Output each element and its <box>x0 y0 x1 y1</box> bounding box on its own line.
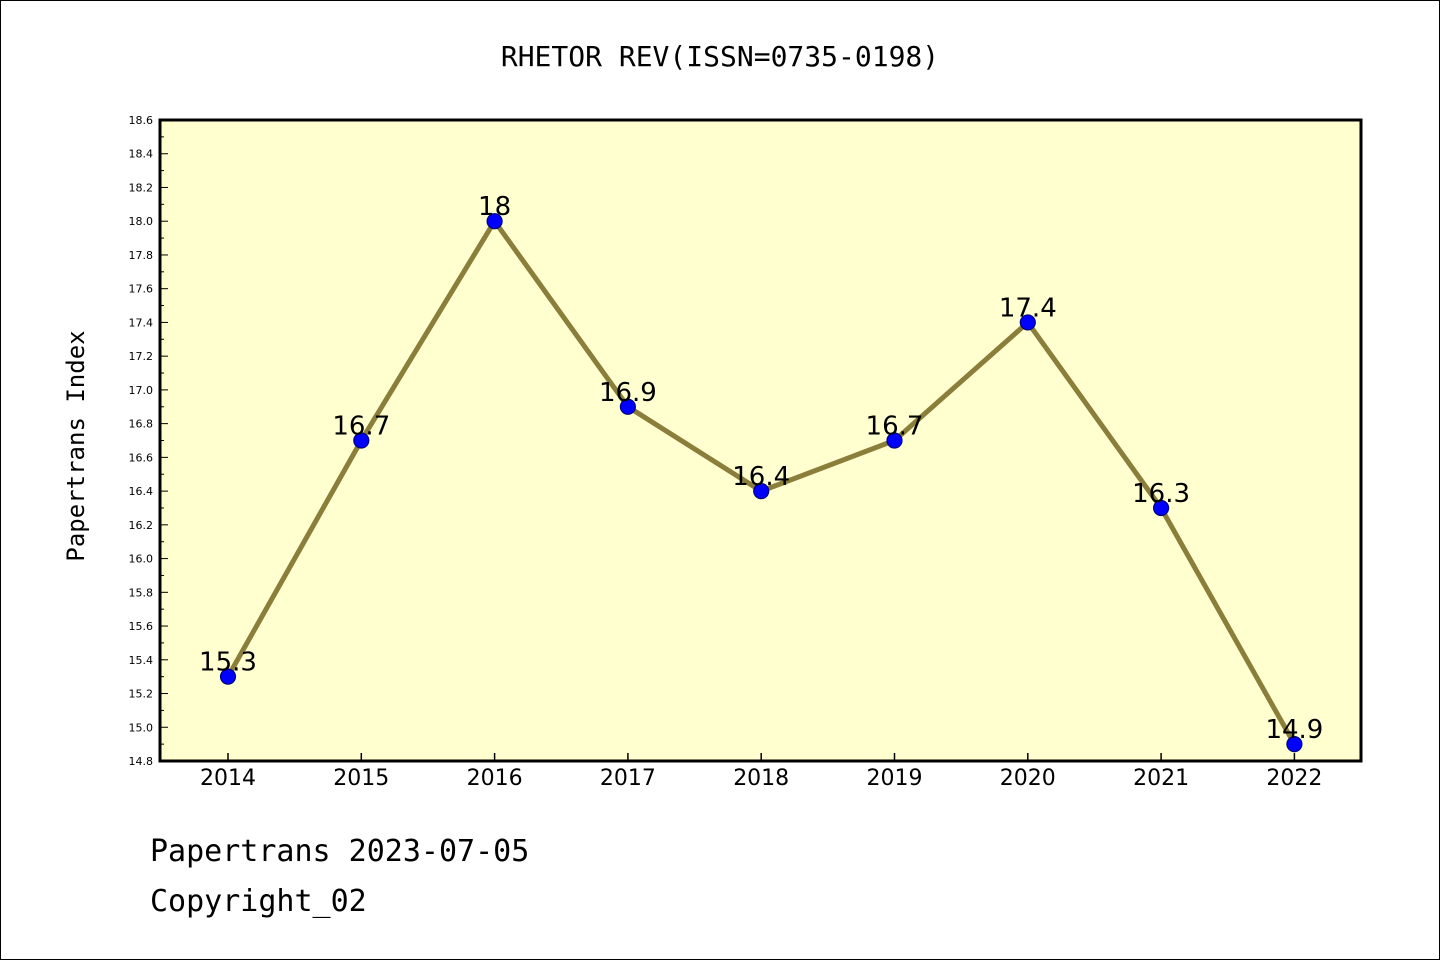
x-tick-label: 2016 <box>467 766 523 791</box>
y-tick-label: 16.4 <box>129 485 154 498</box>
data-point-marker <box>753 483 770 500</box>
data-point-marker <box>1019 314 1036 331</box>
data-point-marker <box>619 398 637 415</box>
data-point-label: 16.9 <box>599 378 657 408</box>
data-point-label: 18 <box>478 192 511 222</box>
x-tick-label: 2022 <box>1266 766 1322 791</box>
data-point-label: 16.7 <box>332 412 390 442</box>
data-point-label: 16.7 <box>866 412 924 442</box>
y-tick-label: 16.0 <box>129 553 154 566</box>
y-tick-label: 16.6 <box>129 451 154 464</box>
x-tick-label: 2021 <box>1133 766 1189 791</box>
series-markers <box>219 213 1303 753</box>
y-tick-label: 15.6 <box>129 620 154 633</box>
data-point-marker <box>353 432 370 449</box>
y-tick-label: 18.6 <box>129 114 154 127</box>
x-tick-label: 2019 <box>867 766 923 791</box>
data-point-marker <box>1286 736 1303 753</box>
footer-date-text: Papertrans 2023-07-05 <box>150 834 530 869</box>
data-point-marker <box>219 668 237 685</box>
data-point-label: 15.3 <box>199 648 257 678</box>
plot-border <box>158 118 1363 763</box>
data-point-marker <box>886 432 903 449</box>
y-tick-label: 16.2 <box>129 519 154 532</box>
data-point-label: 16.4 <box>732 462 790 492</box>
y-tick-label: 15.0 <box>129 721 154 734</box>
y-tick-label: 15.8 <box>129 586 154 599</box>
y-tick-label: 17.4 <box>129 316 154 329</box>
y-tick-label: 17.0 <box>129 384 154 397</box>
data-point-label: 16.3 <box>1132 479 1190 509</box>
y-tick-label: 18.4 <box>129 148 154 161</box>
y-tick-label: 17.8 <box>129 249 154 262</box>
data-point-marker <box>486 213 503 230</box>
y-tick-label: 17.2 <box>129 350 154 363</box>
data-point-label: 17.4 <box>999 293 1057 323</box>
data-labels: 15.3 16.7 18 16.9 16.4 16.7 17.4 16.3 14.9 <box>199 192 1323 745</box>
x-tick-label: 2014 <box>200 766 256 791</box>
y-tick-label: 17.6 <box>129 283 154 296</box>
y-tick-label: 15.4 <box>129 654 154 667</box>
footer-copyright-text: Copyright_02 <box>150 884 367 919</box>
x-tick-label: 2018 <box>733 766 789 791</box>
y-axis-label: Papertrans Index <box>62 330 90 561</box>
data-point-label: 14.9 <box>1265 715 1323 745</box>
x-axis-ticks: 2014 2015 2016 2017 2018 2019 2020 2021 2022 <box>200 753 1322 791</box>
y-tick-label: 14.8 <box>129 755 154 768</box>
y-axis-ticks: 14.8 15.0 15.2 15.4 15.6 15.8 16.0 16.2 16.4 16.6… <box>129 114 168 768</box>
x-tick-label: 2015 <box>333 766 389 791</box>
x-tick-label: 2017 <box>600 766 656 791</box>
x-tick-label: 2020 <box>1000 766 1056 791</box>
y-tick-label: 16.8 <box>129 418 154 431</box>
data-point-marker <box>1152 499 1170 517</box>
y-tick-label: 18.2 <box>129 181 154 194</box>
y-tick-label: 15.2 <box>129 688 154 701</box>
y-tick-label: 18.0 <box>129 215 154 228</box>
chart-title: RHETOR REV(ISSN=0735-0198) <box>501 40 939 73</box>
